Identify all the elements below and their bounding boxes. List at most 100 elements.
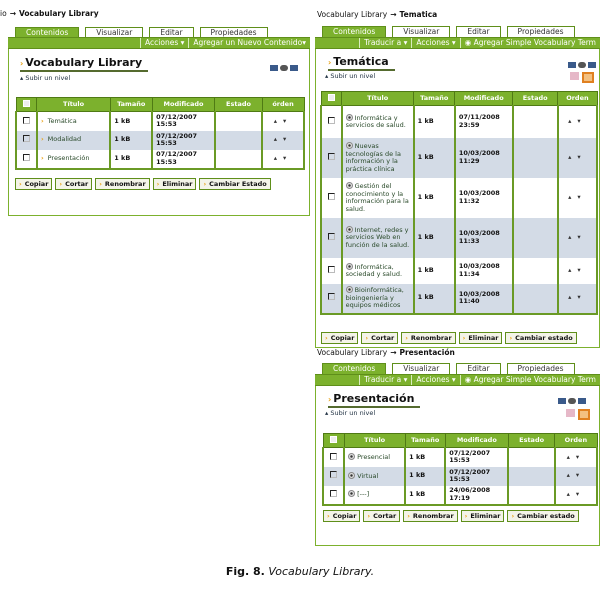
row-checkbox[interactable] xyxy=(22,116,30,124)
tab-editar[interactable]: Editar xyxy=(149,27,194,38)
up-one-level-link[interactable]: ▴ Subir un nivel xyxy=(325,72,375,80)
tab-visualizar[interactable]: Visualizar xyxy=(85,27,144,38)
move-up-icon[interactable]: ▴ xyxy=(273,116,284,125)
cortar-button[interactable]: Cortar xyxy=(363,510,401,522)
item-title-link[interactable]: Modalidad xyxy=(47,135,82,144)
print-icon[interactable] xyxy=(280,65,288,71)
cortar-button[interactable]: Cortar xyxy=(55,178,93,190)
eliminar-button[interactable]: Eliminar xyxy=(460,510,505,522)
item-title-link[interactable]: Presencial xyxy=(357,453,391,461)
breadcrumb-link[interactable]: io xyxy=(0,9,7,18)
move-down-icon[interactable]: ▾ xyxy=(283,135,293,144)
copiar-button[interactable]: Copiar xyxy=(323,510,361,522)
move-down-icon[interactable]: ▾ xyxy=(577,152,587,161)
move-up-icon[interactable]: ▴ xyxy=(568,117,578,125)
cambiar-estado-button[interactable]: Cambiar estado xyxy=(507,510,579,522)
move-down-icon[interactable]: ▾ xyxy=(575,489,586,498)
menu-1[interactable]: Acciones ▾ xyxy=(411,375,459,385)
thumbnail-view-icon[interactable] xyxy=(578,409,590,420)
tab-editar[interactable]: Editar xyxy=(456,26,501,37)
move-down-icon[interactable]: ▾ xyxy=(283,116,293,125)
move-up-icon[interactable]: ▴ xyxy=(273,135,284,144)
renombrar-button[interactable]: Renombrar xyxy=(95,178,150,190)
list-view-icon[interactable] xyxy=(566,409,575,417)
menu-2[interactable]: ◉ Agregar Simple Vocabulary Term xyxy=(459,38,600,48)
cortar-button[interactable]: Cortar xyxy=(361,332,399,344)
row-checkbox[interactable] xyxy=(327,293,335,301)
move-up-icon[interactable]: ▴ xyxy=(273,153,284,162)
row-checkbox[interactable] xyxy=(327,117,335,124)
copiar-button[interactable]: Copiar xyxy=(321,332,359,344)
mail-icon[interactable] xyxy=(568,62,576,68)
thumbnail-view-icon[interactable] xyxy=(582,72,594,83)
menu-1[interactable]: Acciones ▾ xyxy=(411,38,459,48)
move-down-icon[interactable]: ▾ xyxy=(575,471,586,480)
move-up-icon[interactable]: ▴ xyxy=(568,192,578,201)
renombrar-button[interactable]: Renombrar xyxy=(403,510,458,522)
column-header[interactable] xyxy=(15,97,38,112)
tab-contenidos[interactable]: Contenidos xyxy=(322,363,387,374)
item-title-link[interactable]: Virtual xyxy=(357,471,379,480)
item-title-link[interactable]: Nuevas tecnologías de la información y l… xyxy=(345,142,401,173)
tab-editar[interactable]: Editar xyxy=(456,363,501,374)
row-checkbox[interactable] xyxy=(330,471,338,479)
row-checkbox[interactable] xyxy=(22,135,30,143)
row-checkbox[interactable] xyxy=(327,192,335,200)
row-checkbox[interactable] xyxy=(330,489,338,497)
move-up-icon[interactable]: ▴ xyxy=(568,265,578,274)
up-one-level-link[interactable]: ▴ Subir un nivel xyxy=(325,409,375,417)
move-down-icon[interactable]: ▾ xyxy=(577,293,587,302)
column-header[interactable] xyxy=(320,91,343,106)
print-icon[interactable] xyxy=(568,398,576,404)
item-title-link[interactable]: Informática, sociedad y salud. xyxy=(345,262,403,278)
tab-contenidos[interactable]: Contenidos xyxy=(15,27,80,38)
row-checkbox[interactable] xyxy=(327,232,335,240)
column-header[interactable] xyxy=(322,433,345,448)
item-title-link[interactable]: Presentación xyxy=(47,153,90,162)
tab-visualizar[interactable]: Visualizar xyxy=(392,363,451,374)
rss-icon[interactable] xyxy=(578,398,586,404)
menu-1[interactable]: Agregar un Nuevo Contenido▾ xyxy=(188,38,310,48)
move-up-icon[interactable]: ▴ xyxy=(568,232,578,241)
tab-visualizar[interactable]: Visualizar xyxy=(392,26,451,37)
row-checkbox[interactable] xyxy=(327,152,335,160)
move-up-icon[interactable]: ▴ xyxy=(566,489,576,498)
select-all-checkbox[interactable] xyxy=(22,99,30,107)
menu-0[interactable]: Acciones ▾ xyxy=(140,38,188,48)
select-all-checkbox[interactable] xyxy=(330,435,338,443)
eliminar-button[interactable]: Eliminar xyxy=(458,332,503,344)
move-up-icon[interactable]: ▴ xyxy=(566,471,576,480)
row-checkbox[interactable] xyxy=(330,452,338,460)
move-down-icon[interactable]: ▾ xyxy=(577,232,587,241)
tab-propiedades[interactable]: Propiedades xyxy=(506,26,575,37)
eliminar-button[interactable]: Eliminar xyxy=(152,178,197,190)
rss-icon[interactable] xyxy=(588,62,596,68)
menu-0[interactable]: Traducir a ▾ xyxy=(359,38,411,48)
row-checkbox[interactable] xyxy=(22,153,30,161)
mail-icon[interactable] xyxy=(558,398,566,404)
mail-icon[interactable] xyxy=(270,65,278,71)
breadcrumb-link[interactable]: Vocabulary Library xyxy=(317,10,388,19)
move-down-icon[interactable]: ▾ xyxy=(283,153,293,162)
item-title-link[interactable]: Temática xyxy=(47,116,77,125)
cambiar-estado-button[interactable]: Cambiar estado xyxy=(505,332,577,344)
item-title-link[interactable]: Gestión del conocimiento y la informació… xyxy=(345,182,409,213)
move-down-icon[interactable]: ▾ xyxy=(577,117,587,125)
rss-icon[interactable] xyxy=(290,65,298,71)
menu-0[interactable]: Traducir a ▾ xyxy=(359,375,411,385)
move-down-icon[interactable]: ▾ xyxy=(577,192,587,201)
copiar-button[interactable]: Copiar xyxy=(15,178,53,190)
tab-contenidos[interactable]: Contenidos xyxy=(322,26,387,37)
list-view-icon[interactable] xyxy=(570,72,579,80)
renombrar-button[interactable]: Renombrar xyxy=(401,332,456,344)
item-title-link[interactable]: Internet, redes y servicios Web en funci… xyxy=(345,225,410,249)
tab-propiedades[interactable]: Propiedades xyxy=(506,363,575,374)
select-all-checkbox[interactable] xyxy=(327,93,335,101)
up-one-level-link[interactable]: ▴ Subir un nivel xyxy=(20,74,70,82)
menu-2[interactable]: ◉ Agregar Simple Vocabulary Term xyxy=(459,375,600,385)
item-title-link[interactable]: Bioinformática, bioingeniería y equipos … xyxy=(345,286,404,310)
move-up-icon[interactable]: ▴ xyxy=(568,293,578,302)
item-title-link[interactable]: Informática y servicios de salud. xyxy=(345,113,406,130)
breadcrumb-link[interactable]: Vocabulary Library xyxy=(317,348,388,357)
move-up-icon[interactable]: ▴ xyxy=(566,452,576,461)
